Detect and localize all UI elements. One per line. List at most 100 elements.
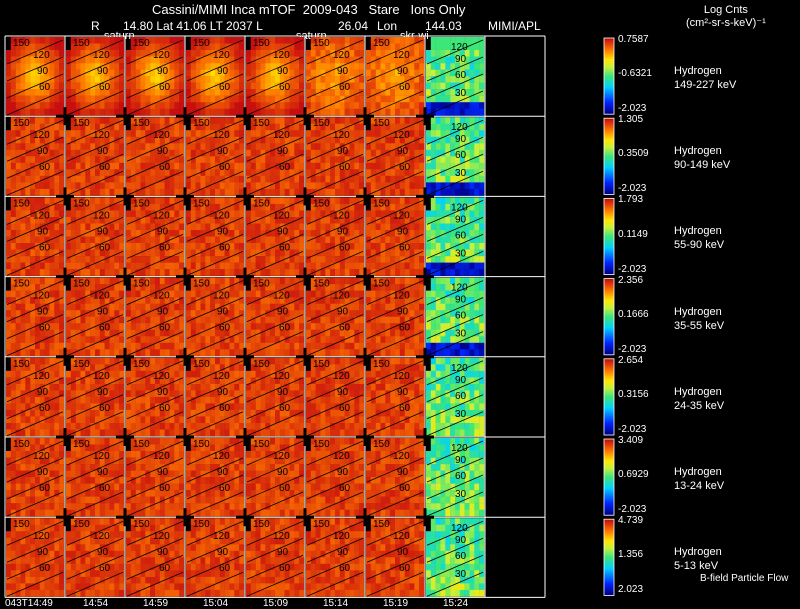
contour-line	[246, 153, 304, 179]
contour-line	[306, 56, 364, 82]
contour-label: 60	[339, 483, 351, 494]
contour-line	[246, 457, 304, 483]
contour-label: 150	[133, 198, 150, 209]
energy-range: 24-35 keV	[674, 399, 725, 412]
contour-label: 120	[213, 531, 230, 542]
contour-line	[366, 377, 424, 403]
contour-label: 90	[397, 307, 409, 318]
heatmap-panel	[246, 197, 305, 276]
contour-line	[186, 474, 244, 500]
panel-cross	[356, 435, 374, 439]
contour-line	[426, 170, 484, 196]
time-label: 14:59	[143, 598, 169, 609]
heatmap-panel	[6, 197, 65, 276]
colorbar-max-label: 4.739	[618, 515, 644, 527]
units-line1: Log Cnts	[703, 4, 748, 16]
energy-range: 5-13 keV	[674, 560, 719, 573]
panel-cross	[356, 275, 374, 279]
panel-cross	[176, 355, 194, 359]
contour-line	[246, 39, 304, 65]
contour-line	[306, 377, 364, 403]
contour-line	[6, 200, 64, 225]
contour-line	[186, 491, 244, 517]
contour-label: 60	[455, 150, 467, 161]
panel-cross	[236, 515, 254, 519]
contour-line	[306, 119, 364, 145]
contour-line	[6, 554, 64, 580]
contour-label: 120	[33, 451, 50, 462]
contour-line	[426, 474, 484, 500]
contour-line	[366, 571, 424, 597]
ephemeris-line: 14.80 Lat 41.06 LT 2037 L	[123, 19, 263, 33]
colorbar-max-label: 1.793	[618, 194, 644, 206]
date-code: 2009-043	[302, 2, 358, 17]
contour-line	[186, 39, 244, 65]
species-label: Hydrogen 149-227 keV	[674, 64, 736, 92]
contour-label: 120	[393, 451, 410, 462]
contour-label: 120	[393, 130, 410, 141]
contour-line	[66, 331, 124, 356]
contour-line	[186, 394, 244, 420]
contour-line	[66, 411, 124, 437]
contour-label: 60	[339, 323, 351, 334]
contour-label: 150	[13, 359, 30, 370]
contour-label: 60	[455, 311, 467, 322]
contour-label: 90	[157, 547, 169, 558]
contour-line	[126, 554, 184, 580]
contour-line	[66, 520, 124, 546]
energy-range: 90-149 keV	[674, 159, 731, 172]
panel-cross	[296, 275, 314, 279]
contour-label: 60	[399, 323, 411, 334]
contour-line	[186, 440, 244, 466]
contour-line	[6, 73, 64, 99]
contour-label: 90	[277, 66, 289, 77]
contour-line	[126, 153, 184, 179]
contour-label: 60	[455, 230, 467, 241]
contour-line	[246, 394, 304, 420]
contour-label: 90	[397, 66, 409, 77]
contour-line	[366, 491, 424, 517]
contour-label: 90	[97, 226, 109, 237]
contour-label: 90	[217, 66, 229, 77]
contour-line	[186, 411, 244, 437]
contour-line	[186, 234, 244, 259]
heatmap-panel	[66, 277, 125, 357]
contour-label: 120	[333, 130, 350, 141]
contour-line	[186, 457, 244, 483]
heatmap-panel	[6, 357, 65, 437]
contour-label: 60	[279, 242, 291, 253]
contour-label: 150	[13, 198, 30, 209]
contour-line	[306, 234, 364, 259]
contour-line	[6, 39, 64, 65]
contour-label: 150	[373, 118, 390, 129]
contour-label: 120	[33, 210, 50, 221]
contour-line	[306, 153, 364, 179]
contour-line	[246, 136, 304, 162]
contour-line	[6, 394, 64, 420]
lt-label: LT	[209, 19, 223, 33]
contour-line	[306, 331, 364, 356]
contour-line	[366, 56, 424, 82]
contour-line	[66, 537, 124, 563]
contour-label: 120	[213, 451, 230, 462]
panel-cross	[56, 515, 74, 519]
contour-label: 60	[39, 483, 51, 494]
contour-line	[366, 394, 424, 420]
contour-label: 150	[73, 118, 90, 129]
contour-line	[6, 234, 64, 259]
colorbar-min-label: -2.023	[618, 504, 647, 516]
time-label: 15:09	[263, 598, 289, 609]
l-label: L	[256, 19, 263, 33]
contour-line	[66, 217, 124, 242]
panel-cross	[416, 194, 434, 198]
contour-label: 90	[97, 66, 109, 77]
species-label: Hydrogen 24-35 keV	[674, 385, 724, 413]
contour-label: 30	[455, 168, 467, 179]
contour-line	[426, 39, 484, 65]
contour-label: 60	[99, 162, 111, 173]
contour-label: 150	[373, 198, 390, 209]
contour-label: 90	[217, 307, 229, 318]
panel-cross	[416, 355, 434, 359]
contour-line	[246, 440, 304, 466]
heatmap-panel	[246, 438, 305, 517]
